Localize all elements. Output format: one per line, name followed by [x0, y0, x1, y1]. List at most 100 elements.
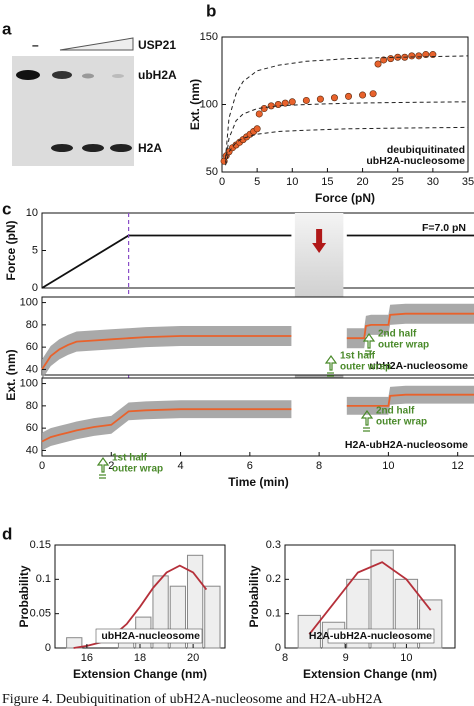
data-line	[41, 312, 474, 370]
y-axis-label: Ext. (nm)	[188, 79, 202, 130]
data-point	[374, 60, 382, 68]
y-tick-label: 0.3	[266, 539, 281, 551]
annotation: ubH2A-nucleosome	[366, 155, 465, 167]
noise-band	[346, 385, 474, 415]
y-tick-label: 60	[26, 422, 38, 434]
y-tick-label: 50	[206, 166, 218, 178]
x-tick-label: 20	[356, 176, 368, 188]
data-point	[408, 52, 416, 60]
y-tick-label: 40	[26, 363, 38, 375]
green-arrow	[360, 409, 374, 432]
data-point	[302, 96, 310, 104]
annotation: 2nd half	[378, 329, 417, 340]
y-tick-label: 100	[200, 98, 218, 110]
x-tick-label: 5	[254, 176, 260, 188]
y-tick-label: 40	[26, 444, 38, 456]
noise-band	[42, 400, 292, 451]
x-tick-label: 8	[316, 460, 322, 472]
data-point	[274, 101, 282, 109]
green-arrow	[96, 456, 110, 479]
data-point	[316, 95, 324, 103]
x-tick-label: 10	[400, 652, 412, 664]
gel-band	[16, 70, 40, 80]
gel-label: USP21	[138, 38, 176, 52]
y-tick-label: 0	[275, 642, 281, 654]
gradient-wedge	[59, 37, 134, 51]
gel-label: –	[32, 38, 39, 52]
data-point	[253, 125, 261, 133]
data-line	[225, 126, 469, 166]
x-tick-label: 20	[187, 652, 199, 664]
y-tick-label: 80	[26, 319, 38, 331]
x-tick-label: 18	[134, 652, 146, 664]
caption: Figure 4. Deubiquitination of ubH2A-nucl…	[2, 692, 384, 706]
data-point	[359, 91, 367, 99]
x-tick-label: 8	[282, 652, 288, 664]
annotation: ubH2A-nucleosome	[369, 360, 468, 372]
gel-band	[51, 144, 73, 152]
gel-band	[82, 73, 94, 79]
y-tick-label: 150	[200, 31, 218, 43]
x-tick-label: 0	[219, 176, 225, 188]
gel-band	[110, 144, 132, 152]
bar	[370, 549, 394, 649]
chart: 0 0.05 0.1 0.15 16 18 20 Extension Change (nm) P…	[17, 539, 226, 681]
y-tick-label: 0	[45, 642, 51, 654]
x-tick-label: 2	[108, 460, 114, 472]
data-line	[41, 393, 474, 443]
data-line	[308, 561, 432, 635]
chart: 40 60 80 100 0 2 4 6 8 10 12 Time (min) H2A-ubH2A-nu…	[20, 377, 474, 489]
panel-label: a	[2, 19, 12, 38]
y-tick-label: 0.15	[30, 539, 51, 551]
data-point	[330, 94, 338, 102]
annotation: F=7.0 pN	[422, 222, 466, 234]
x-tick-label: 9	[343, 652, 349, 664]
annotation: 1st half	[340, 351, 376, 362]
annotation: outer wrap	[376, 417, 427, 428]
x-axis-label: Time (min)	[228, 475, 288, 489]
y-axis-label: Probability	[17, 565, 31, 627]
x-axis-label: Force (pN)	[315, 191, 375, 205]
data-point	[380, 56, 388, 64]
y-tick-label: 0.05	[30, 608, 51, 620]
gel: – USP21 ubH2A H2A	[12, 37, 177, 166]
y-axis-label: Probability	[247, 565, 261, 627]
gel-label: H2A	[138, 141, 162, 155]
gel-band	[112, 74, 124, 78]
annotation-box	[95, 628, 203, 644]
data-point	[281, 99, 289, 107]
x-axis-label: Extension Change (nm)	[73, 667, 207, 681]
arrow	[312, 229, 327, 253]
gel-band	[82, 144, 104, 152]
data-point	[415, 52, 423, 60]
data-point	[255, 110, 263, 118]
y-tick-label: 100	[20, 377, 38, 389]
y-tick-label: 0.1	[266, 608, 281, 620]
annotation-box	[327, 628, 435, 644]
data-point	[387, 55, 395, 63]
bar	[186, 554, 204, 649]
data-point	[422, 51, 430, 59]
data-point	[267, 102, 275, 110]
x-tick-label: 15	[321, 176, 333, 188]
x-tick-label: 16	[81, 652, 93, 664]
bar	[204, 585, 221, 649]
annotation: ubH2A-nucleosome	[101, 630, 200, 642]
data-line	[73, 564, 208, 649]
x-axis-label: Extension Change (nm)	[303, 667, 437, 681]
annotation: deubiquitinated	[387, 144, 465, 156]
annotation: 1st half	[112, 453, 148, 464]
data-point	[260, 105, 268, 113]
chart: 50 100 150 0 5 10 15 20 25 30 35 Force (pN) Ext. (nm…	[188, 31, 474, 205]
x-tick-label: 30	[427, 176, 439, 188]
y-axis-label: Ext. (nm)	[4, 349, 18, 400]
gel-band	[52, 71, 72, 79]
panel-label: c	[2, 199, 11, 218]
data-line	[225, 101, 469, 163]
y-axis-label: Force (pN)	[4, 220, 18, 280]
annotation: outer wrap	[340, 362, 391, 373]
x-tick-label: 12	[452, 460, 464, 472]
